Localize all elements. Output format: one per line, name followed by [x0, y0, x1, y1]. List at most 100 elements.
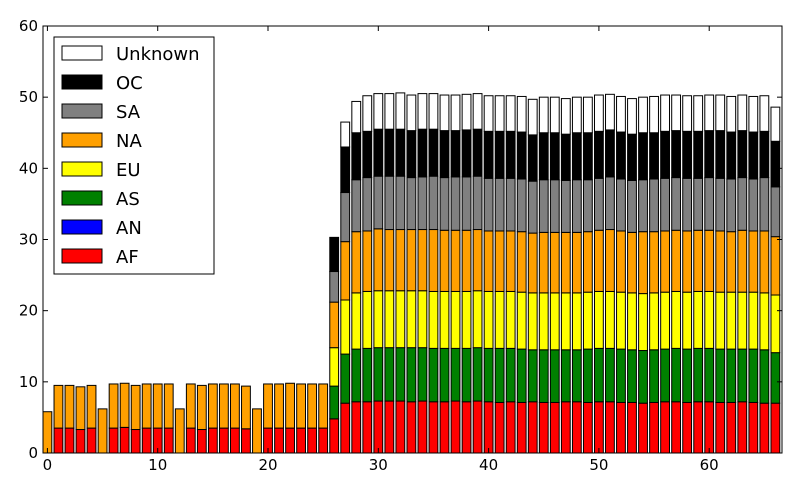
bar-segment-na [770, 236, 781, 296]
bar-segment-na [649, 231, 659, 294]
x-tick-label: 30 [369, 456, 388, 474]
bar-segment-na [516, 231, 527, 293]
bar-segment-unknown [649, 95, 659, 134]
bar-segment-oc [340, 146, 351, 194]
bar-segment-unknown [571, 96, 582, 134]
bar-segment-sa [516, 178, 527, 233]
bar-segment-as [715, 348, 726, 403]
bar-segment-na [439, 229, 450, 292]
bar-segment-unknown [549, 96, 560, 134]
bar-segment-af [384, 400, 395, 454]
bar-segment-sa [671, 177, 682, 231]
bar-segment-as [472, 347, 483, 402]
bar-segment-af [627, 401, 637, 454]
bar-segment-na [307, 383, 318, 429]
bar-segment-as [384, 347, 395, 402]
x-tick-label: 50 [589, 456, 608, 474]
bar-segment-eu [704, 290, 715, 349]
bar-segment-sa [417, 176, 428, 231]
bar-segment-eu [649, 292, 659, 351]
bar-segment-eu [428, 290, 439, 349]
bar-segment-af [593, 401, 604, 454]
bar-segment-na [759, 230, 770, 294]
bar-segment-af [285, 427, 295, 454]
bar-segment-sa [384, 175, 395, 231]
bar-segment-na [185, 383, 196, 429]
bar-segment-unknown [428, 93, 439, 130]
bar-segment-eu [605, 290, 615, 349]
bar-segment-sa [571, 179, 582, 233]
bar-segment-as [770, 352, 781, 404]
bar-segment-sa [616, 178, 626, 232]
bar-segment-oc [329, 236, 340, 273]
bar-segment-sa [395, 175, 406, 231]
bar-segment-as [593, 347, 604, 403]
bar-segment-na [86, 384, 97, 429]
bar-segment-unknown [593, 94, 604, 132]
bar-segment-na [582, 231, 593, 293]
bar-segment-na [428, 229, 439, 292]
bar-segment-na [494, 230, 505, 292]
bar-segment-oc [373, 128, 384, 177]
bar-segment-unknown [693, 95, 704, 132]
bar-segment-eu [571, 292, 582, 351]
bar-segment-af [505, 401, 516, 454]
y-tick-label: 20 [19, 302, 38, 320]
bar-segment-oc [660, 130, 670, 179]
bar-segment-oc [627, 133, 637, 181]
bar-segment-unknown [395, 92, 406, 130]
bar-segment-na [252, 408, 262, 454]
bar-segment-na [340, 241, 351, 301]
legend-swatch-oc [61, 74, 103, 90]
bar-segment-eu [351, 292, 362, 350]
bar-segment-na [527, 232, 538, 294]
bar-segment-as [351, 348, 362, 403]
bar-segment-oc [582, 132, 593, 181]
bar-segment-af [770, 402, 781, 454]
bar-segment-af [406, 401, 417, 454]
bar-segment-unknown [627, 98, 637, 135]
bar-segment-as [483, 347, 494, 403]
bar-segment-as [660, 348, 670, 403]
bar-segment-eu [737, 291, 748, 350]
bar-segment-sa [494, 177, 505, 232]
bar-segment-oc [483, 130, 494, 179]
bar-segment-af [395, 400, 406, 454]
bar-segment-af [340, 402, 351, 454]
bar-segment-unknown [605, 93, 615, 131]
bar-segment-oc [538, 132, 549, 181]
bar-segment-unknown [682, 95, 693, 132]
bar-segment-af [516, 401, 527, 454]
bar-segment-af [461, 401, 472, 454]
bar-segment-eu [329, 347, 340, 387]
legend-label-unknown: Unknown [116, 44, 200, 65]
bar-segment-as [538, 349, 549, 403]
bar-segment-eu [549, 292, 560, 351]
legend-swatch-af [61, 248, 103, 264]
bar-segment-na [196, 384, 207, 431]
bar-segment-na [108, 383, 119, 429]
bar-segment-af [682, 401, 693, 454]
bar-segment-sa [759, 177, 770, 232]
bar-segment-af [218, 427, 229, 454]
bar-segment-sa [329, 271, 340, 303]
bar-segment-eu [582, 291, 593, 350]
bar-segment-na [263, 383, 273, 429]
bar-segment-na [218, 383, 229, 429]
bar-segment-as [428, 347, 439, 403]
bar-segment-unknown [527, 98, 538, 136]
bar-segment-oc [494, 130, 505, 179]
bar-segment-af [307, 427, 318, 454]
legend-swatch-na [61, 132, 103, 148]
bar-segment-af [230, 427, 240, 454]
bar-segment-na [715, 230, 726, 293]
bar-segment-na [660, 230, 670, 293]
bar-segment-na [505, 230, 516, 292]
bar-segment-oc [593, 130, 604, 179]
bar-segment-eu [538, 292, 549, 351]
bar-segment-af [163, 427, 174, 454]
bar-segment-unknown [494, 95, 505, 132]
bar-segment-na [351, 231, 362, 294]
bar-segment-eu [693, 290, 704, 349]
bar-segment-af [671, 401, 682, 454]
